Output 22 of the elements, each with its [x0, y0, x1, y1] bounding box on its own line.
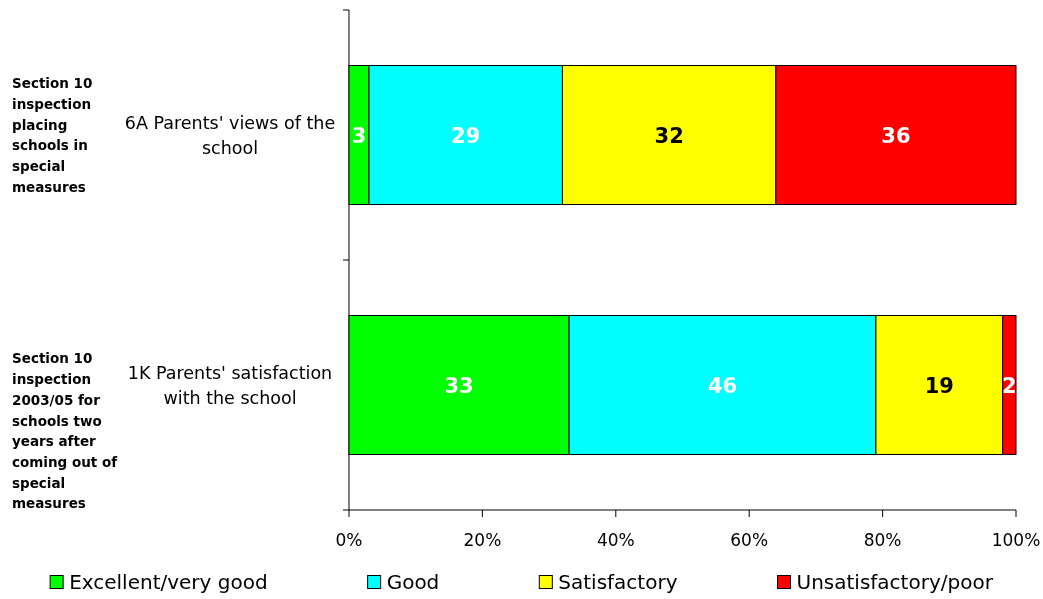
data-label: 3: [351, 123, 367, 148]
x-tick-label: 100%: [991, 530, 1041, 551]
data-label: 33: [444, 373, 474, 398]
y-tick-label: 6A Parents' views of the school: [124, 112, 336, 158]
y-tick-label: 1K Parents' satisfaction with the school: [127, 362, 333, 408]
text: Section 10 inspection placing schools in special measures: [12, 75, 93, 195]
x-tick-label: 80%: [863, 530, 902, 551]
data-label: 2: [1002, 373, 1017, 398]
data-label: 32: [654, 123, 684, 148]
legend-label: Satisfactory: [558, 570, 678, 595]
text: Section 10 inspection 2003/05 for schools two years after coming out of special measures: [12, 350, 118, 512]
data-label: 46: [707, 373, 738, 398]
legend-label: Unsatisfactory/poor: [796, 570, 994, 595]
legend-label: Good: [386, 570, 440, 595]
x-tick-label: 20%: [463, 530, 502, 551]
x-tick-label: 60%: [730, 530, 769, 551]
data-label: 36: [881, 123, 911, 148]
data-label: 19: [924, 373, 954, 398]
x-tick-label: 0%: [335, 530, 363, 551]
legend-label: Excellent/very good: [69, 570, 268, 595]
x-tick-label: 40%: [596, 530, 635, 551]
data-label: 29: [451, 123, 481, 148]
